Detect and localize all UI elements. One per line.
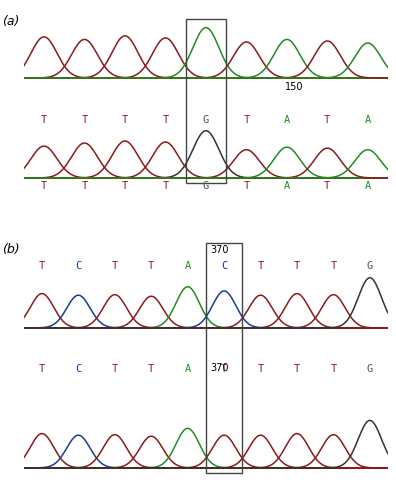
Text: T: T	[324, 115, 331, 125]
Text: T: T	[330, 364, 337, 374]
Text: T: T	[122, 115, 128, 125]
Text: G: G	[367, 364, 373, 374]
Text: T: T	[257, 261, 264, 271]
Text: C: C	[221, 261, 227, 271]
Text: T: T	[330, 261, 337, 271]
Text: 370: 370	[210, 363, 228, 373]
Text: A: A	[284, 181, 290, 191]
Text: 370: 370	[210, 245, 228, 255]
Text: T: T	[81, 181, 88, 191]
Text: A: A	[365, 181, 371, 191]
Text: A: A	[365, 115, 371, 125]
Text: T: T	[122, 181, 128, 191]
Text: T: T	[243, 115, 249, 125]
Text: 150: 150	[285, 82, 304, 92]
Text: T: T	[41, 115, 47, 125]
Text: T: T	[294, 364, 300, 374]
Text: A: A	[284, 115, 290, 125]
Text: T: T	[39, 364, 45, 374]
Text: T: T	[257, 364, 264, 374]
Text: T: T	[39, 261, 45, 271]
Text: G: G	[203, 181, 209, 191]
Text: G: G	[203, 115, 209, 125]
Text: C: C	[75, 364, 82, 374]
Text: A: A	[185, 364, 191, 374]
Text: T: T	[294, 261, 300, 271]
Text: T: T	[148, 364, 154, 374]
Text: A: A	[185, 261, 191, 271]
Text: T: T	[243, 181, 249, 191]
Text: T: T	[221, 364, 227, 374]
Text: T: T	[162, 115, 169, 125]
Text: T: T	[324, 181, 331, 191]
Text: T: T	[112, 261, 118, 271]
Text: G: G	[367, 261, 373, 271]
Text: T: T	[41, 181, 47, 191]
Text: C: C	[75, 261, 82, 271]
Text: (b): (b)	[2, 242, 20, 256]
Text: T: T	[112, 364, 118, 374]
Text: T: T	[81, 115, 88, 125]
Text: T: T	[162, 181, 169, 191]
Text: T: T	[148, 261, 154, 271]
Text: (a): (a)	[2, 15, 19, 28]
